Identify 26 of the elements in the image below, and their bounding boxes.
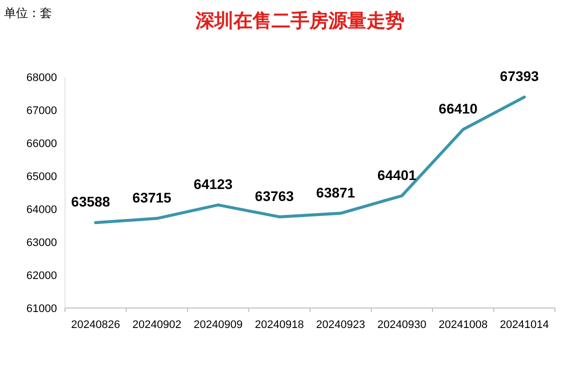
x-tick-label: 20240923 <box>316 319 366 331</box>
data-label: 67393 <box>500 68 540 84</box>
data-label: 63763 <box>254 188 294 204</box>
data-label: 63588 <box>71 194 110 210</box>
chart-title: 深圳在售二手房源量走势 <box>194 10 404 32</box>
data-label: 63871 <box>316 184 356 200</box>
y-axis-title: 单位：套 <box>4 6 52 20</box>
x-tick-label: 20240902 <box>132 319 182 331</box>
x-tick-label: 20241008 <box>438 319 488 331</box>
y-tick-label: 63000 <box>26 237 57 249</box>
data-label: 64401 <box>377 166 417 183</box>
y-tick-label: 65000 <box>26 171 57 183</box>
data-label: 63715 <box>132 189 172 206</box>
x-tick-label: 20240909 <box>194 319 243 331</box>
x-tick-label: 20240918 <box>254 319 304 331</box>
x-tick-label: 20240826 <box>71 319 120 331</box>
x-tick-label: 20240930 <box>377 319 426 331</box>
y-tick-label: 67000 <box>26 105 57 117</box>
y-tick-label: 68000 <box>26 72 57 84</box>
data-label: 64123 <box>194 176 233 192</box>
y-tick-label: 66000 <box>26 138 57 150</box>
y-tick-label: 64000 <box>26 204 57 216</box>
y-tick-label: 62000 <box>26 270 57 282</box>
x-tick-label: 20241014 <box>500 319 549 331</box>
data-label: 66410 <box>438 100 478 116</box>
y-tick-label: 61000 <box>26 303 57 315</box>
